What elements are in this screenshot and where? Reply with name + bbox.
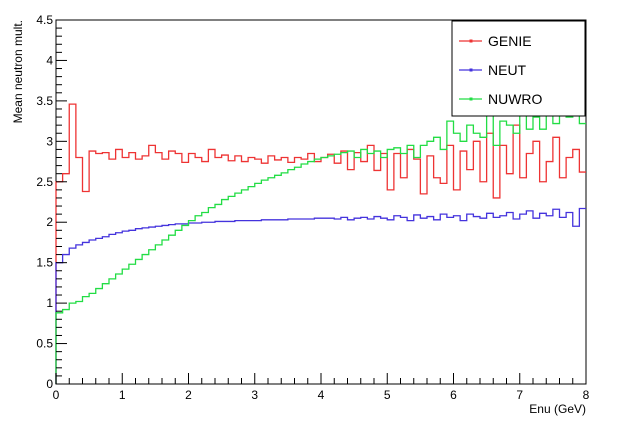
- y-tick-label: 1.5: [36, 256, 53, 270]
- legend-entry: NEUT: [459, 62, 527, 78]
- y-tick-label: 1: [46, 296, 53, 310]
- legend-entries: GENIE NEUT NUWRO: [459, 33, 543, 107]
- legend-label: GENIE: [488, 33, 532, 49]
- x-tick-label: 6: [450, 388, 457, 402]
- y-tick-label: 2.5: [36, 175, 53, 189]
- legend-marker: [469, 39, 473, 43]
- x-tick-label: 8: [583, 388, 590, 402]
- x-tick-label: 3: [251, 388, 258, 402]
- legend-box: [451, 20, 586, 117]
- series-nuwro: [55, 108, 586, 384]
- legend-label: NUWRO: [488, 91, 543, 107]
- x-tick-label: 4: [318, 388, 325, 402]
- legend-label: NEUT: [488, 62, 527, 78]
- x-tick-label: 0: [53, 388, 60, 402]
- x-axis-title: Enu (GeV): [529, 402, 586, 416]
- legend-marker: [469, 68, 473, 72]
- legend-marker: [469, 97, 473, 101]
- axes-layer: 0 1 2 3 4 5 6 7 8 0 0.5 1 1.5 2 2.5 3 3.5 4 4.5: [36, 13, 589, 402]
- series-neut: [55, 207, 586, 384]
- series-genie: [55, 103, 586, 384]
- x-tick-label: 7: [516, 388, 523, 402]
- y-tick-label: 3.5: [36, 94, 53, 108]
- y-tick-label: 2: [46, 215, 53, 229]
- y-tick-label: 0.5: [36, 337, 53, 351]
- y-tick-label: 0: [46, 377, 53, 391]
- y-tick-label: 3: [46, 134, 53, 148]
- x-tick-label: 1: [119, 388, 126, 402]
- y-tick-label: 4.5: [36, 13, 53, 27]
- series-layer: [55, 103, 586, 384]
- legend-entry: GENIE: [459, 33, 532, 49]
- x-tick-label: 2: [185, 388, 192, 402]
- legend: GENIE NEUT NUWRO: [451, 20, 586, 117]
- x-tick-label: 5: [384, 388, 391, 402]
- y-axis-title: Mean neutron mult.: [11, 20, 25, 123]
- legend-entry: NUWRO: [459, 91, 543, 107]
- y-tick-label: 4: [46, 53, 53, 67]
